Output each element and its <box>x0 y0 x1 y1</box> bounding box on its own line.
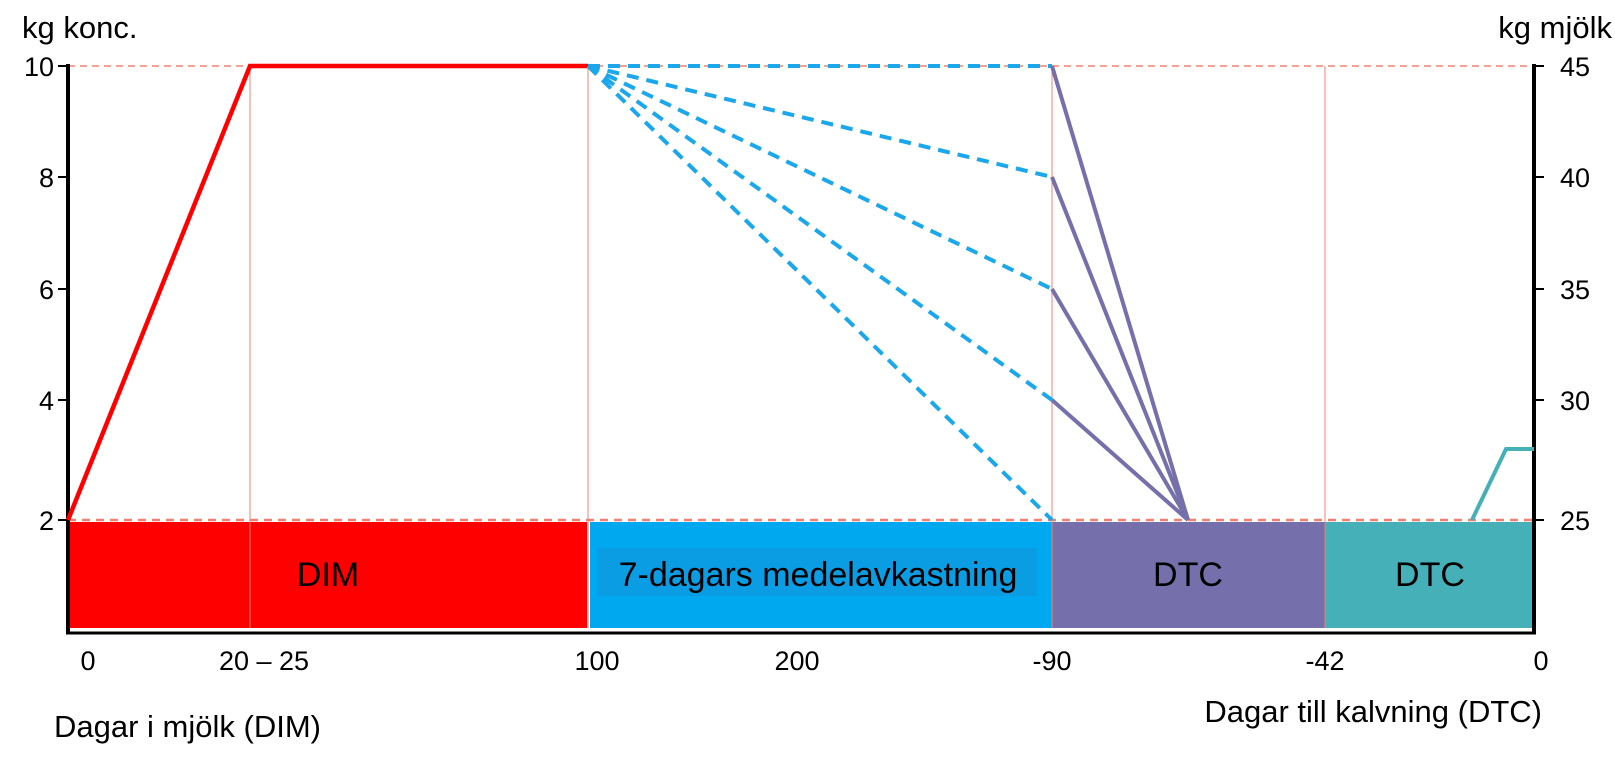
left-tick-label-3: 6 <box>39 275 54 305</box>
series-line-9 <box>1050 287 1190 522</box>
left-tick-label-5: 2 <box>39 506 54 536</box>
x-tick-label-6: -42 <box>1305 646 1344 676</box>
right-tick-label-1: 45 <box>1560 52 1590 82</box>
x-axis-title-left: Dagar i mjölk (DIM) <box>54 709 321 744</box>
x-tick-label-7: 0 <box>1533 646 1548 676</box>
series-line-5 <box>586 64 1054 402</box>
x-axis-title-right: Dagar till kalvning (DTC) <box>1204 694 1542 729</box>
phase-band-1 <box>68 522 588 628</box>
x-tick-label-2: 20 – 25 <box>219 646 309 676</box>
x-tick-label-4: 200 <box>774 646 819 676</box>
phase-label-3: DTC <box>1153 556 1223 594</box>
series-line-4 <box>587 64 1053 291</box>
right-tick-label-5: 25 <box>1560 506 1590 536</box>
series-line-6 <box>586 64 1054 522</box>
left-tick-label-2: 8 <box>39 163 54 193</box>
series-line-10 <box>1050 398 1190 522</box>
left-tick-label-4: 4 <box>39 386 54 416</box>
series-line-3 <box>587 64 1053 179</box>
left-axis-title: kg konc. <box>22 10 137 45</box>
phase-band-3 <box>1052 522 1325 628</box>
x-tick-label-5: -90 <box>1032 646 1071 676</box>
left-tick-label-1: 10 <box>24 52 54 82</box>
phase-label-1: DIM <box>297 556 359 594</box>
series-line-7 <box>1050 65 1190 521</box>
phase-label-2: 7-dagars medelavkastning <box>619 556 1018 594</box>
x-tick-label-3: 100 <box>574 646 619 676</box>
series-line-8 <box>1050 176 1190 521</box>
right-tick-label-3: 35 <box>1560 275 1590 305</box>
x-tick-label-1: 0 <box>80 646 95 676</box>
phase-label-box <box>597 548 1037 596</box>
right-tick-label-2: 40 <box>1560 163 1590 193</box>
right-axis-title: kg mjölk <box>1498 10 1612 45</box>
right-tick-label-4: 30 <box>1560 386 1590 416</box>
phase-label-4: DTC <box>1395 556 1465 594</box>
phase-band-4 <box>1325 522 1534 628</box>
series-line-1 <box>65 63 588 521</box>
series-line-11 <box>1470 447 1534 521</box>
